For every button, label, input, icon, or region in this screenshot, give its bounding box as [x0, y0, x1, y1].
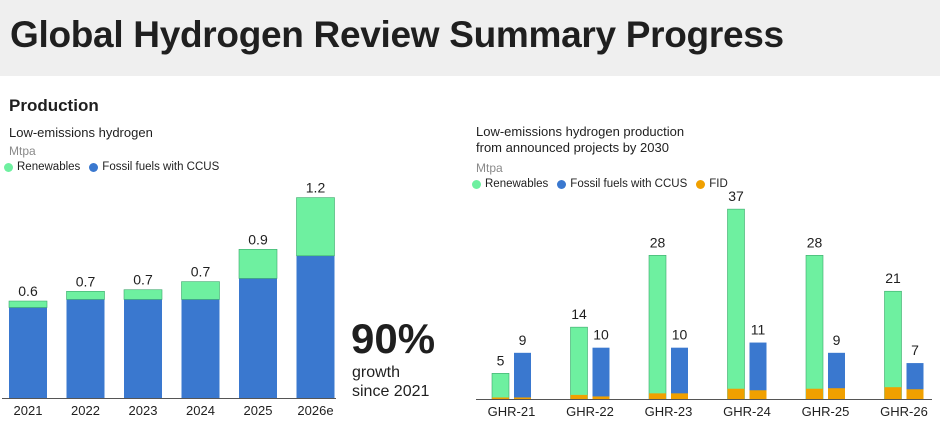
- data-label-2023: 0.7: [133, 272, 153, 288]
- renewables-swatch-icon: [472, 179, 481, 189]
- left-chart-legend: Renewables Fossil fuels with CCUS: [4, 161, 228, 173]
- data-label-2026e: 1.2: [306, 180, 326, 196]
- bar-renewables-GHR-25: [805, 255, 824, 400]
- data-label-fossil-ccus-GHR-22: 10: [593, 327, 609, 343]
- legend-item-renewables: Renewables: [472, 178, 548, 190]
- bar-fid-renewables-GHR-23: [649, 393, 666, 399]
- data-label-renewables-GHR-23: 28: [650, 234, 666, 250]
- bar-renewables-GHR-24: [727, 208, 745, 400]
- bar-fid-fossil-ccus-GHR-21: [514, 397, 531, 399]
- bar-fossil-ccus-2021: [9, 307, 47, 398]
- bar-fossil-ccus-GHR-21: [514, 352, 531, 399]
- x-tick-GHR-22: GHR-22: [566, 404, 614, 419]
- x-tick-GHR-21: GHR-21: [488, 404, 536, 419]
- bar-fossil-ccus-GHR-22: [592, 347, 610, 399]
- legend-item-fossil-ccus: Fossil fuels with CCUS: [557, 178, 687, 190]
- bar-fossil-ccus-2022: [66, 299, 105, 398]
- bar-renewables-2021: [8, 300, 48, 308]
- renewables-swatch-icon: [4, 162, 13, 172]
- data-label-fossil-ccus-GHR-21: 9: [519, 332, 527, 348]
- legend-item-fid: FID: [696, 178, 728, 190]
- legend-label: FID: [709, 178, 728, 190]
- fossil-ccus-swatch-icon: [557, 179, 567, 189]
- bar-fossil-ccus-GHR-25: [828, 352, 845, 399]
- data-label-2021: 0.6: [18, 283, 38, 299]
- data-label-2022: 0.7: [76, 273, 96, 289]
- x-tick-GHR-24: GHR-24: [723, 404, 771, 419]
- bar-fossil-ccus-2026e: [296, 255, 335, 398]
- bar-fid-fossil-ccus-GHR-25: [828, 388, 845, 399]
- bar-fossil-ccus-GHR-23: [671, 347, 688, 399]
- data-label-renewables-GHR-25: 28: [807, 234, 823, 250]
- bar-renewables-2025: [238, 249, 278, 279]
- bar-fid-fossil-ccus-GHR-26: [906, 389, 924, 399]
- right-chart-legend: Renewables Fossil fuels with CCUS FID: [472, 178, 737, 190]
- bar-fid-fossil-ccus-GHR-23: [671, 393, 688, 399]
- bar-renewables-GHR-22: [570, 326, 588, 400]
- data-label-2024: 0.7: [191, 264, 211, 280]
- bar-renewables-2026e: [296, 197, 335, 257]
- data-label-fossil-ccus-GHR-24: 11: [751, 322, 766, 338]
- data-label-renewables-GHR-26: 21: [885, 270, 901, 286]
- bar-fid-fossil-ccus-GHR-22: [592, 396, 610, 399]
- x-tick-GHR-26: GHR-26: [880, 404, 928, 419]
- bar-renewables-GHR-23: [648, 255, 667, 400]
- bar-renewables-2023: [123, 289, 163, 300]
- growth-callout-value: 90%: [351, 315, 436, 362]
- data-label-renewables-GHR-21: 5: [497, 352, 505, 368]
- bar-fid-fossil-ccus-GHR-24: [749, 390, 767, 399]
- right-chart-title-line2: from announced projects by 2030: [476, 140, 669, 155]
- bar-fossil-ccus-2025: [239, 278, 277, 398]
- legend-label: Fossil fuels with CCUS: [102, 161, 220, 173]
- left-chart: 0.6 2021 0.7 2022 0.7 2023 0.7 2024 0.9 2025 1.2 20…: [2, 180, 336, 418]
- bar-fid-renewables-GHR-22: [570, 394, 588, 399]
- bar-fid-renewables-GHR-25: [806, 388, 823, 399]
- bar-renewables-2024: [181, 281, 220, 300]
- right-chart-title: Low-emissions hydrogen production from a…: [476, 124, 684, 156]
- data-label-renewables-GHR-22: 14: [571, 306, 587, 322]
- x-tick-2021: 2021: [14, 403, 43, 418]
- x-tick-GHR-25: GHR-25: [802, 404, 850, 419]
- fossil-ccus-swatch-icon: [89, 162, 99, 172]
- data-label-2025: 0.9: [248, 231, 268, 247]
- bar-fossil-ccus-GHR-24: [749, 342, 767, 399]
- growth-callout-line1: growth: [352, 364, 401, 381]
- legend-item-fossil-ccus: Fossil fuels with CCUS: [89, 161, 219, 173]
- bar-renewables-GHR-26: [884, 290, 902, 400]
- section-title: Production: [9, 96, 99, 115]
- growth-callout-line2: since 2021: [352, 383, 430, 400]
- left-chart-unit: Mtpa: [9, 144, 36, 158]
- bar-fossil-ccus-2024: [181, 299, 220, 398]
- x-tick-GHR-23: GHR-23: [645, 404, 693, 419]
- page-header: Global Hydrogen Review Summary Progress: [0, 0, 940, 76]
- right-chart-unit: Mtpa: [476, 161, 503, 175]
- bar-fossil-ccus-2023: [124, 299, 162, 398]
- legend-item-renewables: Renewables: [4, 161, 80, 173]
- data-label-renewables-GHR-24: 37: [728, 188, 744, 204]
- page-title: Global Hydrogen Review Summary Progress: [10, 14, 784, 55]
- legend-label: Renewables: [485, 178, 549, 190]
- fid-swatch-icon: [696, 179, 706, 189]
- bar-fid-renewables-GHR-26: [884, 387, 902, 399]
- right-chart-title-line1: Low-emissions hydrogen production: [476, 124, 685, 139]
- bar-fid-renewables-GHR-24: [727, 388, 745, 399]
- bar-renewables-GHR-21: [491, 373, 510, 400]
- right-chart: 59GHR-211410GHR-222810GHR-233711GHR-2428…: [476, 188, 932, 419]
- x-tick-2022: 2022: [71, 403, 100, 418]
- bar-fid-renewables-GHR-21: [492, 397, 509, 399]
- x-tick-2026e: 2026e: [297, 403, 333, 418]
- x-tick-2025: 2025: [244, 403, 273, 418]
- data-label-fossil-ccus-GHR-23: 10: [672, 327, 688, 343]
- left-chart-title: Low-emissions hydrogen: [9, 125, 153, 140]
- x-tick-2024: 2024: [186, 403, 215, 418]
- growth-callout-text: growth since 2021: [352, 363, 429, 401]
- legend-label: Renewables: [17, 161, 81, 173]
- data-label-fossil-ccus-GHR-26: 7: [911, 342, 919, 358]
- data-label-fossil-ccus-GHR-25: 9: [833, 332, 841, 348]
- x-tick-2023: 2023: [129, 403, 158, 418]
- bar-renewables-2022: [66, 291, 105, 300]
- legend-label: Fossil fuels with CCUS: [570, 178, 688, 190]
